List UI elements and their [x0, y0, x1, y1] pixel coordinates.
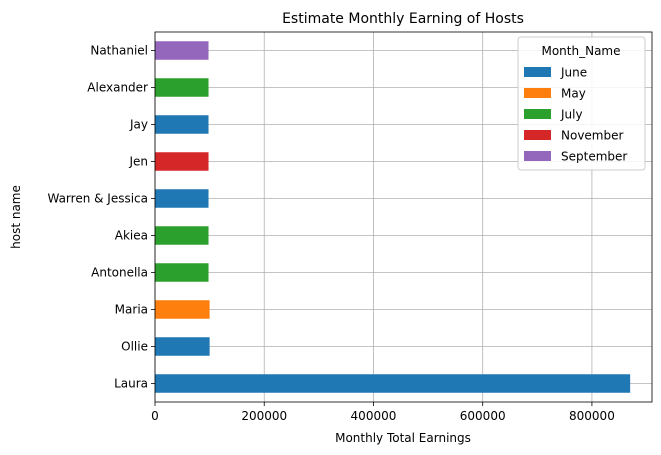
y-tick-label: Maria — [115, 303, 148, 317]
bars — [155, 41, 631, 393]
legend-swatch-september — [524, 151, 551, 161]
bar-antonella — [155, 263, 209, 282]
legend-swatch-november — [524, 130, 551, 140]
x-tick-label: 400000 — [351, 409, 397, 423]
y-axis-label: host name — [9, 185, 23, 249]
y-tick-label: Alexander — [87, 81, 148, 95]
legend-entries: June May July November September — [524, 66, 627, 164]
bar-jay — [155, 115, 209, 134]
bar-warren-jessica — [155, 189, 209, 208]
legend-title: Month_Name — [541, 44, 620, 58]
legend-label-june: June — [560, 66, 587, 80]
x-axis-label: Monthly Total Earnings — [335, 431, 471, 445]
y-axis-ticks: Laura Ollie Maria Antonella Akiea Warren & Je… — [47, 44, 155, 391]
x-tick-label: 800000 — [569, 409, 615, 423]
bar-jen — [155, 152, 209, 171]
legend-label-may: May — [561, 87, 586, 101]
y-tick-label: Jay — [129, 118, 148, 132]
legend-swatch-may — [524, 88, 551, 98]
y-tick-label: Nathaniel — [90, 44, 148, 58]
y-tick-label: Ollie — [121, 340, 148, 354]
plot-frame — [154, 31, 653, 403]
y-tick-label: Akiea — [115, 229, 148, 243]
legend-swatch-june — [524, 67, 551, 77]
x-axis-ticks: 0 200000 400000 600000 800000 — [151, 402, 615, 423]
x-tick-label: 0 — [151, 409, 159, 423]
y-tick-label: Jen — [128, 155, 148, 169]
bar-laura — [155, 374, 631, 393]
legend-label-november: November — [561, 129, 623, 143]
bar-alexander — [155, 78, 209, 97]
y-tick-label: Laura — [114, 377, 148, 391]
bar-nathaniel — [155, 41, 209, 60]
bar-ollie — [155, 337, 210, 356]
legend-label-july: July — [560, 108, 583, 122]
bar-akiea — [155, 226, 209, 245]
x-tick-label: 200000 — [241, 409, 287, 423]
legend-swatch-july — [524, 109, 551, 119]
y-tick-label: Warren & Jessica — [47, 192, 148, 206]
x-tick-label: 600000 — [460, 409, 506, 423]
y-tick-label: Antonella — [91, 266, 148, 280]
legend-label-september: September — [561, 150, 627, 164]
chart-title: Estimate Monthly Earning of Hosts — [282, 11, 524, 27]
bar-maria — [155, 300, 210, 319]
legend: Month_Name June May July November September — [517, 36, 646, 171]
